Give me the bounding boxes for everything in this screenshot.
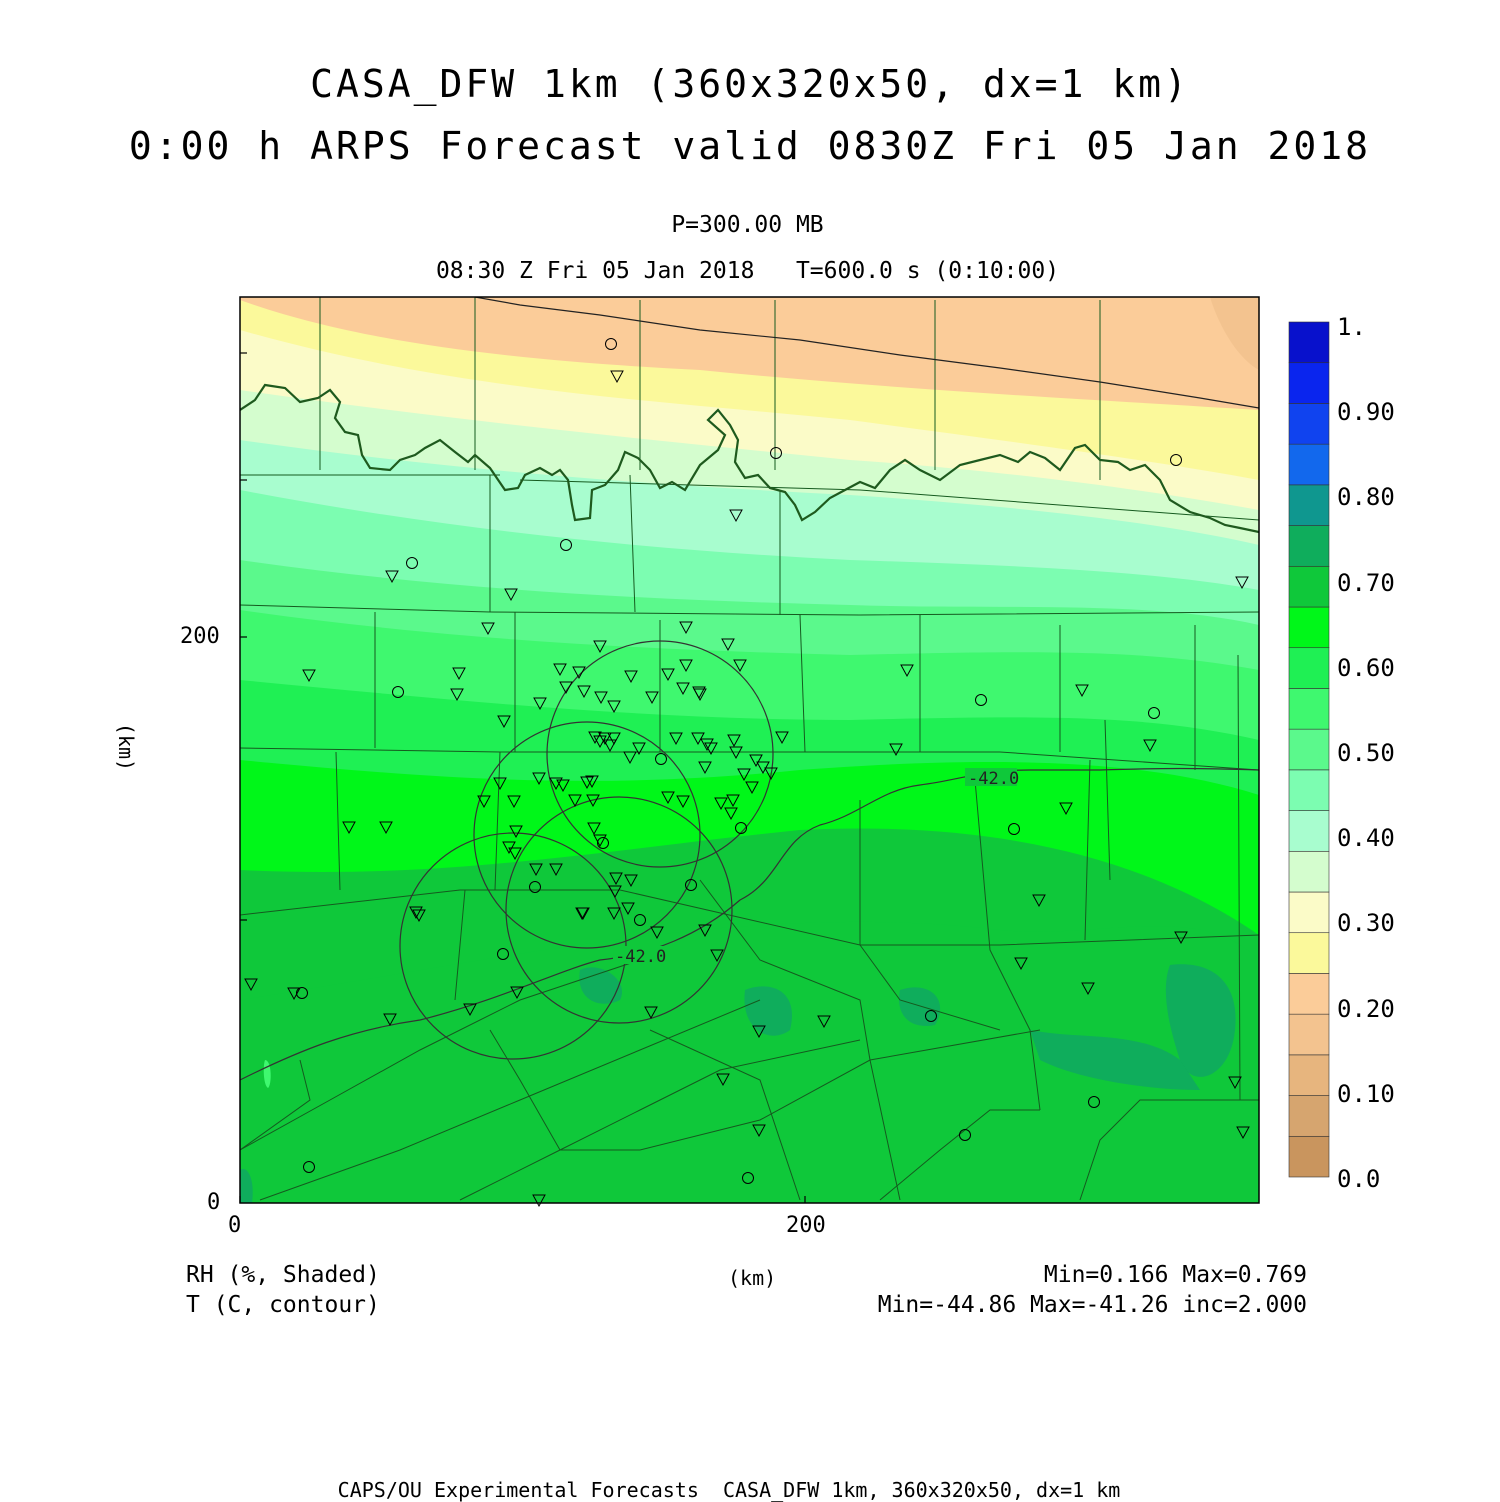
svg-text:-42.0: -42.0	[968, 769, 1019, 789]
colorbar-label: 0.80	[1337, 483, 1395, 512]
x-tick-label-0: 0	[228, 1213, 242, 1238]
colorbar-bin	[1288, 1013, 1330, 1056]
station-markers	[244, 338, 1250, 1207]
contour-label-lower: -42.0	[613, 946, 666, 967]
colorbar-bin	[1288, 525, 1330, 567]
station-circle-icon	[634, 914, 646, 926]
map-frame	[239, 296, 1260, 1204]
shaded-field-legend: RH (%, Shaded)	[186, 1262, 380, 1288]
colorbar-bin	[1288, 850, 1330, 893]
valid-time-label: 08:30 Z Fri 05 Jan 2018 T=600.0 s (0:10:…	[435, 258, 1060, 284]
station-circle-icon	[560, 539, 572, 551]
colorbar-label: 0.10	[1337, 1079, 1395, 1108]
colorbar-bin	[1288, 443, 1330, 486]
y-axis-label: (km)	[114, 722, 139, 772]
y-tick-label-200: 200	[180, 624, 220, 649]
colorbar-bin	[1288, 891, 1330, 934]
station-circle-icon	[605, 338, 617, 350]
station-circle-icon	[597, 837, 609, 849]
contour-field-stats: Min=-44.86 Max=-41.26 inc=2.000	[877, 1292, 1307, 1318]
station-circle-icon	[742, 1172, 754, 1184]
colorbar-bin	[1288, 321, 1330, 364]
colorbar-bin	[1288, 1135, 1330, 1178]
station-circle-icon	[406, 557, 418, 569]
figure-title-line1: CASA_DFW 1km (360x320x50, dx=1 km)	[310, 62, 1190, 106]
pressure-level-label: P=300.00 MB	[671, 212, 824, 238]
county-boundaries	[240, 297, 1259, 1201]
svg-text:-42.0: -42.0	[615, 947, 666, 967]
axis-ticks	[239, 352, 806, 1203]
x-tick-label-200: 200	[786, 1213, 826, 1238]
colorbar-bin	[1288, 769, 1330, 811]
station-circle-icon	[296, 987, 308, 999]
colorbar-bin	[1288, 1054, 1330, 1096]
x-axis-label: (km)	[728, 1266, 777, 1290]
colorbar-label: 0.0	[1337, 1165, 1381, 1193]
colorbar-label: 0.40	[1337, 824, 1395, 853]
colorbar	[1288, 321, 1330, 1178]
colorbar-bin	[1288, 647, 1330, 689]
station-circle-icon	[303, 1161, 315, 1173]
shaded-field-stats: Min=0.166 Max=0.769	[1043, 1262, 1307, 1288]
colorbar-bin	[1288, 728, 1330, 771]
colorbar-bin	[1288, 403, 1330, 445]
colorbar-bin	[1288, 565, 1330, 608]
y-tick-label-0: 0	[207, 1190, 221, 1215]
station-circle-icon	[1170, 454, 1182, 466]
station-circle-icon	[392, 686, 404, 698]
station-circle-icon	[685, 879, 697, 891]
colorbar-label: 0.70	[1337, 568, 1395, 597]
station-circle-icon	[655, 753, 667, 765]
colorbar-label: 1.	[1337, 313, 1366, 341]
figure-title-line2: 0:00 h ARPS Forecast valid 0830Z Fri 05 …	[128, 124, 1372, 168]
colorbar-bin	[1288, 932, 1330, 974]
colorbar-bin	[1288, 484, 1330, 526]
upper-border-line	[474, 297, 1259, 409]
red-river-state-border	[240, 383, 1259, 534]
station-circle-icon	[975, 694, 987, 706]
temperature-contours	[239, 767, 1260, 1081]
station-circle-icon	[497, 948, 509, 960]
colorbar-bin	[1288, 810, 1330, 852]
colorbar-label: 0.90	[1337, 398, 1395, 427]
colorbar-bin	[1288, 362, 1330, 404]
colorbar-label: 0.50	[1337, 739, 1395, 767]
colorbar-label: 0.60	[1337, 653, 1395, 682]
colorbar-bin	[1288, 688, 1330, 730]
colorbar-label: 0.20	[1337, 994, 1395, 1023]
footer-credit: CAPS/OU Experimental Forecasts CASA_DFW …	[337, 1478, 1121, 1502]
station-circle-icon	[529, 881, 541, 893]
colorbar-bin	[1288, 973, 1330, 1015]
station-circle-icon	[770, 447, 782, 459]
radar-range-rings	[399, 640, 774, 1060]
colorbar-bin	[1288, 1095, 1330, 1137]
station-circle-icon	[959, 1129, 971, 1141]
station-circle-icon	[735, 822, 747, 834]
colorbar-bin	[1288, 606, 1330, 649]
station-circle-icon	[1088, 1096, 1100, 1108]
station-circle-icon	[925, 1010, 937, 1022]
colorbar-label: 0.30	[1337, 909, 1395, 938]
rh-shaded-field	[240, 297, 1259, 1203]
station-circle-icon	[1008, 823, 1020, 835]
contour-label-upper: -42.0	[965, 768, 1019, 789]
station-circle-icon	[1148, 707, 1160, 719]
contour-field-legend: T (C, contour)	[186, 1292, 380, 1318]
